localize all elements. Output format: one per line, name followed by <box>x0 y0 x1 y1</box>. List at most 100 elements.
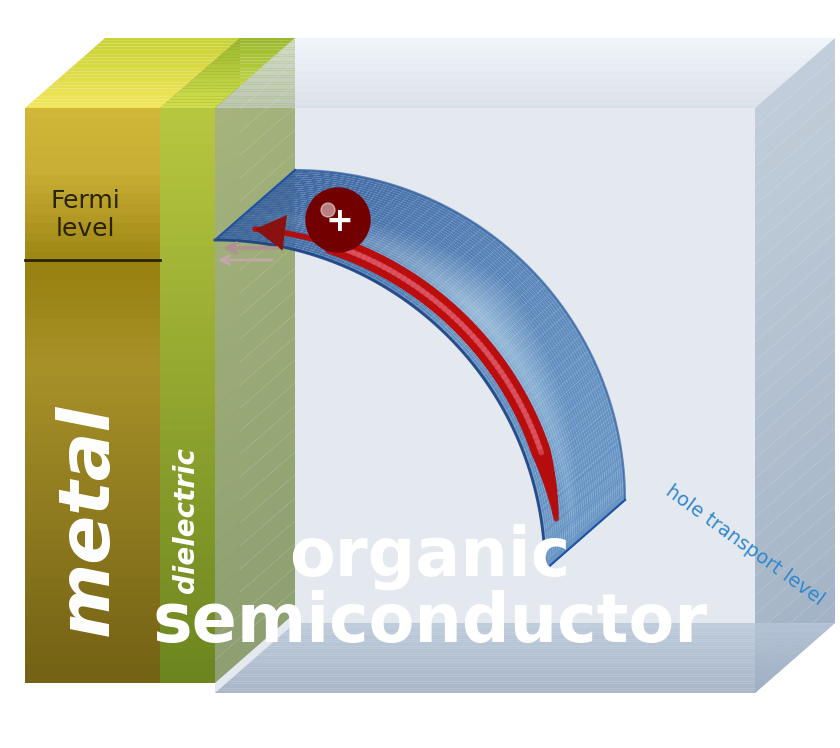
Polygon shape <box>418 282 427 289</box>
Polygon shape <box>494 387 501 396</box>
Polygon shape <box>373 257 383 262</box>
Polygon shape <box>755 38 835 127</box>
Polygon shape <box>274 219 284 222</box>
Polygon shape <box>617 497 619 507</box>
Polygon shape <box>281 197 291 199</box>
Polygon shape <box>535 373 541 383</box>
Polygon shape <box>160 544 240 637</box>
Polygon shape <box>446 224 455 231</box>
Polygon shape <box>339 188 349 191</box>
Polygon shape <box>530 332 537 341</box>
Polygon shape <box>531 320 538 329</box>
Polygon shape <box>310 223 320 227</box>
Polygon shape <box>363 234 373 239</box>
Polygon shape <box>261 205 272 207</box>
Polygon shape <box>582 509 585 519</box>
Polygon shape <box>552 536 554 546</box>
Polygon shape <box>563 315 570 324</box>
Polygon shape <box>480 228 489 235</box>
Polygon shape <box>224 49 282 52</box>
Polygon shape <box>316 183 326 185</box>
Polygon shape <box>25 530 160 539</box>
Polygon shape <box>345 260 355 265</box>
Polygon shape <box>451 265 459 272</box>
Polygon shape <box>561 384 566 393</box>
Polygon shape <box>502 357 509 366</box>
Polygon shape <box>450 333 459 341</box>
Polygon shape <box>450 254 459 261</box>
Polygon shape <box>470 225 480 232</box>
Polygon shape <box>402 200 412 206</box>
Polygon shape <box>557 420 562 430</box>
Polygon shape <box>526 336 533 345</box>
Polygon shape <box>360 206 371 211</box>
Polygon shape <box>377 221 387 227</box>
Polygon shape <box>576 456 580 467</box>
Circle shape <box>328 211 336 218</box>
Polygon shape <box>459 326 466 334</box>
Polygon shape <box>371 258 381 264</box>
Polygon shape <box>327 198 338 202</box>
Polygon shape <box>293 194 303 196</box>
Polygon shape <box>560 509 563 520</box>
Polygon shape <box>276 637 819 640</box>
Polygon shape <box>397 215 407 219</box>
Polygon shape <box>415 296 424 303</box>
Polygon shape <box>538 303 545 311</box>
Polygon shape <box>360 248 370 253</box>
Polygon shape <box>549 373 555 381</box>
Polygon shape <box>571 375 576 385</box>
Polygon shape <box>432 292 441 299</box>
Polygon shape <box>413 211 423 216</box>
Polygon shape <box>25 252 160 261</box>
Polygon shape <box>513 404 519 413</box>
Polygon shape <box>523 315 531 324</box>
Polygon shape <box>402 275 411 281</box>
Polygon shape <box>324 228 334 233</box>
Polygon shape <box>527 324 534 332</box>
Polygon shape <box>269 241 279 244</box>
Polygon shape <box>271 642 814 644</box>
Polygon shape <box>488 323 496 331</box>
Polygon shape <box>63 72 202 74</box>
Polygon shape <box>755 389 835 479</box>
Polygon shape <box>533 352 540 361</box>
Polygon shape <box>264 203 275 206</box>
Polygon shape <box>577 475 581 485</box>
Polygon shape <box>428 218 438 224</box>
Polygon shape <box>260 66 803 68</box>
Polygon shape <box>478 331 486 340</box>
Polygon shape <box>606 497 609 507</box>
Polygon shape <box>377 212 387 216</box>
Polygon shape <box>566 475 570 485</box>
Polygon shape <box>571 364 577 374</box>
Polygon shape <box>512 348 519 357</box>
Polygon shape <box>264 228 274 230</box>
Polygon shape <box>347 218 357 223</box>
Polygon shape <box>549 384 555 393</box>
Polygon shape <box>543 432 548 442</box>
Polygon shape <box>567 379 573 388</box>
Polygon shape <box>482 305 491 313</box>
Polygon shape <box>575 383 580 393</box>
Polygon shape <box>82 55 221 58</box>
Polygon shape <box>269 215 280 218</box>
Polygon shape <box>517 286 524 295</box>
Polygon shape <box>462 244 471 251</box>
Polygon shape <box>548 481 552 491</box>
Polygon shape <box>357 229 367 234</box>
Polygon shape <box>533 441 538 451</box>
Polygon shape <box>254 212 265 214</box>
Polygon shape <box>370 239 379 244</box>
Polygon shape <box>529 401 535 411</box>
Polygon shape <box>328 188 339 191</box>
Text: Fermi
level: Fermi level <box>50 189 120 241</box>
Polygon shape <box>478 343 486 352</box>
Polygon shape <box>311 250 321 254</box>
Polygon shape <box>520 375 527 384</box>
Polygon shape <box>586 405 591 416</box>
Polygon shape <box>330 223 341 227</box>
Polygon shape <box>530 298 538 307</box>
Polygon shape <box>566 455 570 465</box>
Polygon shape <box>468 340 476 349</box>
